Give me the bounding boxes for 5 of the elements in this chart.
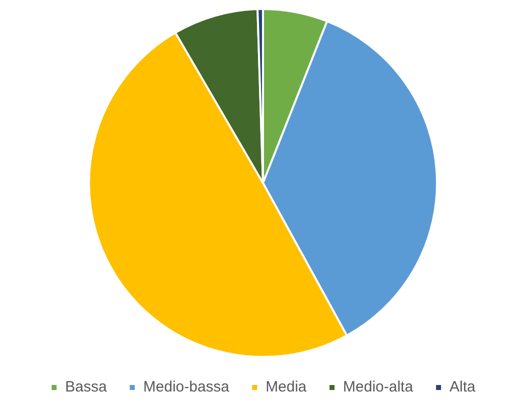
legend-label: Medio-alta [343, 378, 414, 396]
legend-label: Media [266, 378, 308, 396]
legend-label: Alta [450, 378, 476, 396]
legend-label: Medio-bassa [143, 378, 230, 396]
legend-label: Bassa [65, 378, 108, 396]
